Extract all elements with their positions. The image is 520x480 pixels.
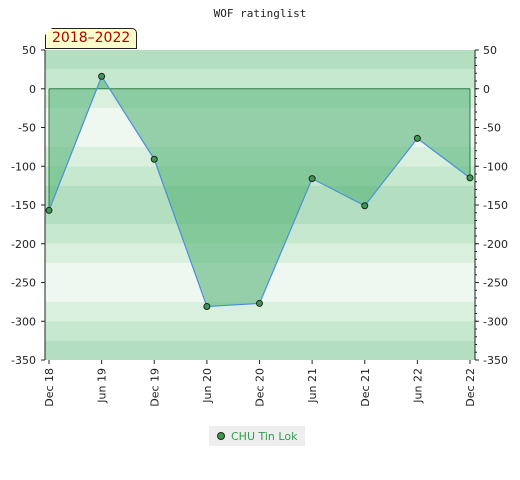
y-tick-label-left: -300 <box>11 315 36 328</box>
y-tick-label-left: -350 <box>11 354 36 367</box>
area-layer <box>48 76 471 307</box>
right-axis-ticks: 50 0 -50 -100 -150 -200 -250 -300 -350 <box>475 44 508 367</box>
y-tick-label-right: -300 <box>483 315 508 328</box>
background-band <box>45 340 475 360</box>
legend-series-label: CHU Tin Lok <box>231 429 298 443</box>
data-point <box>308 175 316 183</box>
left-axis-ticks: 50 0 -50 -100 -150 -200 -250 -300 -350 <box>11 44 45 367</box>
y-tick-label-left: -250 <box>11 277 36 290</box>
x-axis-ticks: Dec 18 Jun 19 Dec 19 Jun 20 Dec 20 Jun 21 Dec … <box>43 360 477 407</box>
data-point <box>203 303 211 311</box>
data-point <box>361 202 369 210</box>
y-tick-label-right: -250 <box>483 277 508 290</box>
background-band <box>45 69 475 89</box>
background-band <box>45 321 475 341</box>
x-tick-label: Jun 22 <box>411 368 424 404</box>
y-tick-label-right: -50 <box>483 122 501 135</box>
y-tick-label-right: -150 <box>483 199 508 212</box>
points-layer <box>45 72 474 311</box>
series-area <box>49 76 470 307</box>
y-tick-label-left: -150 <box>11 199 36 212</box>
x-tick-label: Jun 20 <box>201 368 214 404</box>
data-point <box>413 134 421 142</box>
data-point <box>98 72 106 80</box>
y-tick-label-right: 50 <box>483 44 497 57</box>
y-tick-label-right: -200 <box>483 238 508 251</box>
data-point <box>150 155 158 163</box>
y-tick-label-left: 0 <box>29 83 36 96</box>
x-tick-label: Dec 18 <box>43 368 56 407</box>
y-tick-label-left: -100 <box>11 160 36 173</box>
y-tick-label-right: 0 <box>483 83 490 96</box>
data-point <box>256 299 263 307</box>
y-tick-label-right: -100 <box>483 160 508 173</box>
period-badge: 2018–2022 <box>45 28 138 49</box>
x-tick-label: Jun 19 <box>96 368 109 404</box>
chart-title: WOF ratinglist <box>214 7 307 20</box>
background-band <box>45 301 475 322</box>
x-tick-label: Dec 20 <box>254 368 267 407</box>
x-tick-label: Dec 19 <box>148 368 161 407</box>
y-tick-label-right: -350 <box>483 354 508 367</box>
data-point <box>45 206 53 214</box>
y-tick-label-left: 50 <box>22 44 36 57</box>
x-tick-label: Dec 21 <box>359 368 372 407</box>
legend[interactable]: CHU Tin Lok <box>209 426 306 446</box>
y-tick-label-left: -50 <box>18 122 36 135</box>
y-tick-label-left: -200 <box>11 238 36 251</box>
data-point <box>466 174 474 182</box>
x-tick-label: Dec 22 <box>464 368 477 407</box>
x-tick-label: Jun 21 <box>306 368 319 404</box>
legend-marker-icon <box>217 432 225 440</box>
background-band <box>45 50 475 70</box>
